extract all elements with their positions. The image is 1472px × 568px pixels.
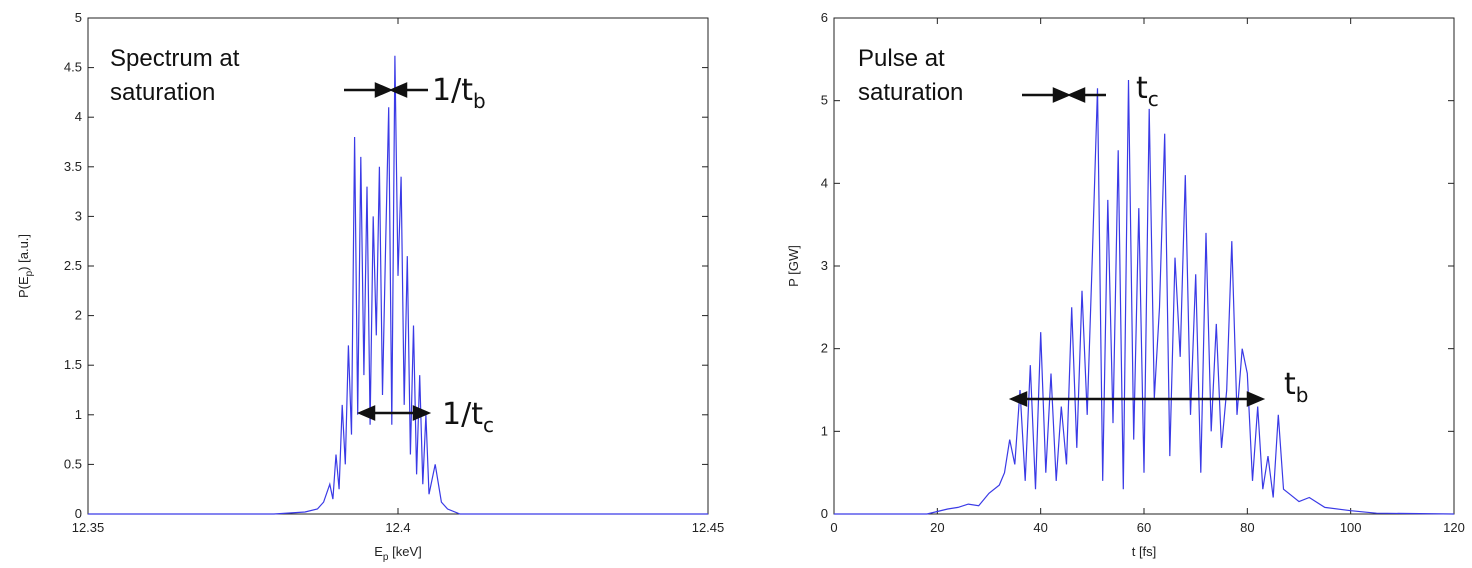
pulse-tc-label: tc	[1136, 71, 1159, 111]
spectrum-x-ticks: 12.35 12.4 12.45	[72, 18, 725, 535]
pulse-x-tick-label: 80	[1240, 520, 1254, 535]
spectrum-y-tick-label: 4	[75, 109, 82, 124]
pulse-tb-arrow	[1008, 391, 1266, 407]
spectrum-tc-label: 1/tc	[442, 397, 494, 437]
pulse-panel: 0 1 2 3 4 5 6 0 20 40 60 80 100 120 P [GW] t [fs] Pu…	[786, 10, 1465, 559]
spectrum-y-axis-label: P(Ep) [a.u.]	[16, 234, 35, 298]
spectrum-y-tick-label: 3.5	[64, 159, 82, 174]
pulse-x-tick-label: 120	[1443, 520, 1465, 535]
pulse-x-tick-label: 100	[1340, 520, 1362, 535]
spectrum-annotation-line-2: saturation	[110, 79, 215, 106]
pulse-y-tick-label: 4	[821, 175, 828, 190]
pulse-y-tick-label: 1	[821, 423, 828, 438]
spectrum-x-tick-label: 12.45	[692, 520, 725, 535]
pulse-series-line	[834, 79, 1455, 515]
spectrum-series-line	[88, 55, 708, 515]
spectrum-y-tick-label: 2.5	[64, 258, 82, 273]
spectrum-x-tick-label: 12.35	[72, 520, 105, 535]
pulse-x-tick-label: 20	[930, 520, 944, 535]
pulse-x-tick-label: 60	[1137, 520, 1151, 535]
spectrum-x-axis-label: Ep [keV]	[374, 544, 421, 563]
pulse-y-tick-label: 6	[821, 10, 828, 25]
pulse-x-tick-label: 40	[1033, 520, 1047, 535]
pulse-y-tick-label: 0	[821, 506, 828, 521]
pulse-x-ticks: 0 20 40 60 80 100 120	[830, 18, 1465, 535]
pulse-y-tick-label: 2	[821, 341, 828, 356]
spectrum-y-tick-label: 0	[75, 506, 82, 521]
pulse-y-tick-label: 3	[821, 258, 828, 273]
spectrum-x-tick-label: 12.4	[385, 520, 410, 535]
pulse-tb-label: tb	[1284, 367, 1308, 407]
pulse-x-axis-label: t [fs]	[1132, 544, 1157, 559]
pulse-annotation-line-1: Pulse at	[858, 45, 945, 72]
spectrum-y-tick-label: 5	[75, 10, 82, 25]
spectrum-annotation-line-1: Spectrum at	[110, 45, 240, 72]
pulse-tc-arrows	[1022, 87, 1106, 103]
spectrum-y-tick-label: 3	[75, 208, 82, 223]
spectrum-width-1-over-tc-arrow	[356, 405, 432, 421]
spectrum-y-tick-label: 1.5	[64, 357, 82, 372]
spectrum-y-ticks: 0 0.5 1 1.5 2 2.5 3 3.5 4 4.5 5	[64, 10, 708, 521]
spectrum-panel: 0 0.5 1 1.5 2 2.5 3 3.5 4 4.5 5 12.35 12.4 12.45 P(E…	[16, 10, 724, 563]
spectrum-y-tick-label: 1	[75, 407, 82, 422]
spectrum-y-tick-label: 4.5	[64, 60, 82, 75]
pulse-y-tick-label: 5	[821, 93, 828, 108]
pulse-y-ticks: 0 1 2 3 4 5 6	[821, 10, 1454, 521]
spectrum-y-tick-label: 0.5	[64, 456, 82, 471]
spectrum-tb-label: 1/tb	[432, 73, 486, 113]
spectrum-y-tick-label: 2	[75, 308, 82, 323]
pulse-x-tick-label: 0	[830, 520, 837, 535]
spectrum-width-1-over-tb-arrows	[344, 82, 428, 98]
pulse-annotation-line-2: saturation	[858, 79, 963, 106]
pulse-y-axis-label: P [GW]	[786, 245, 801, 287]
